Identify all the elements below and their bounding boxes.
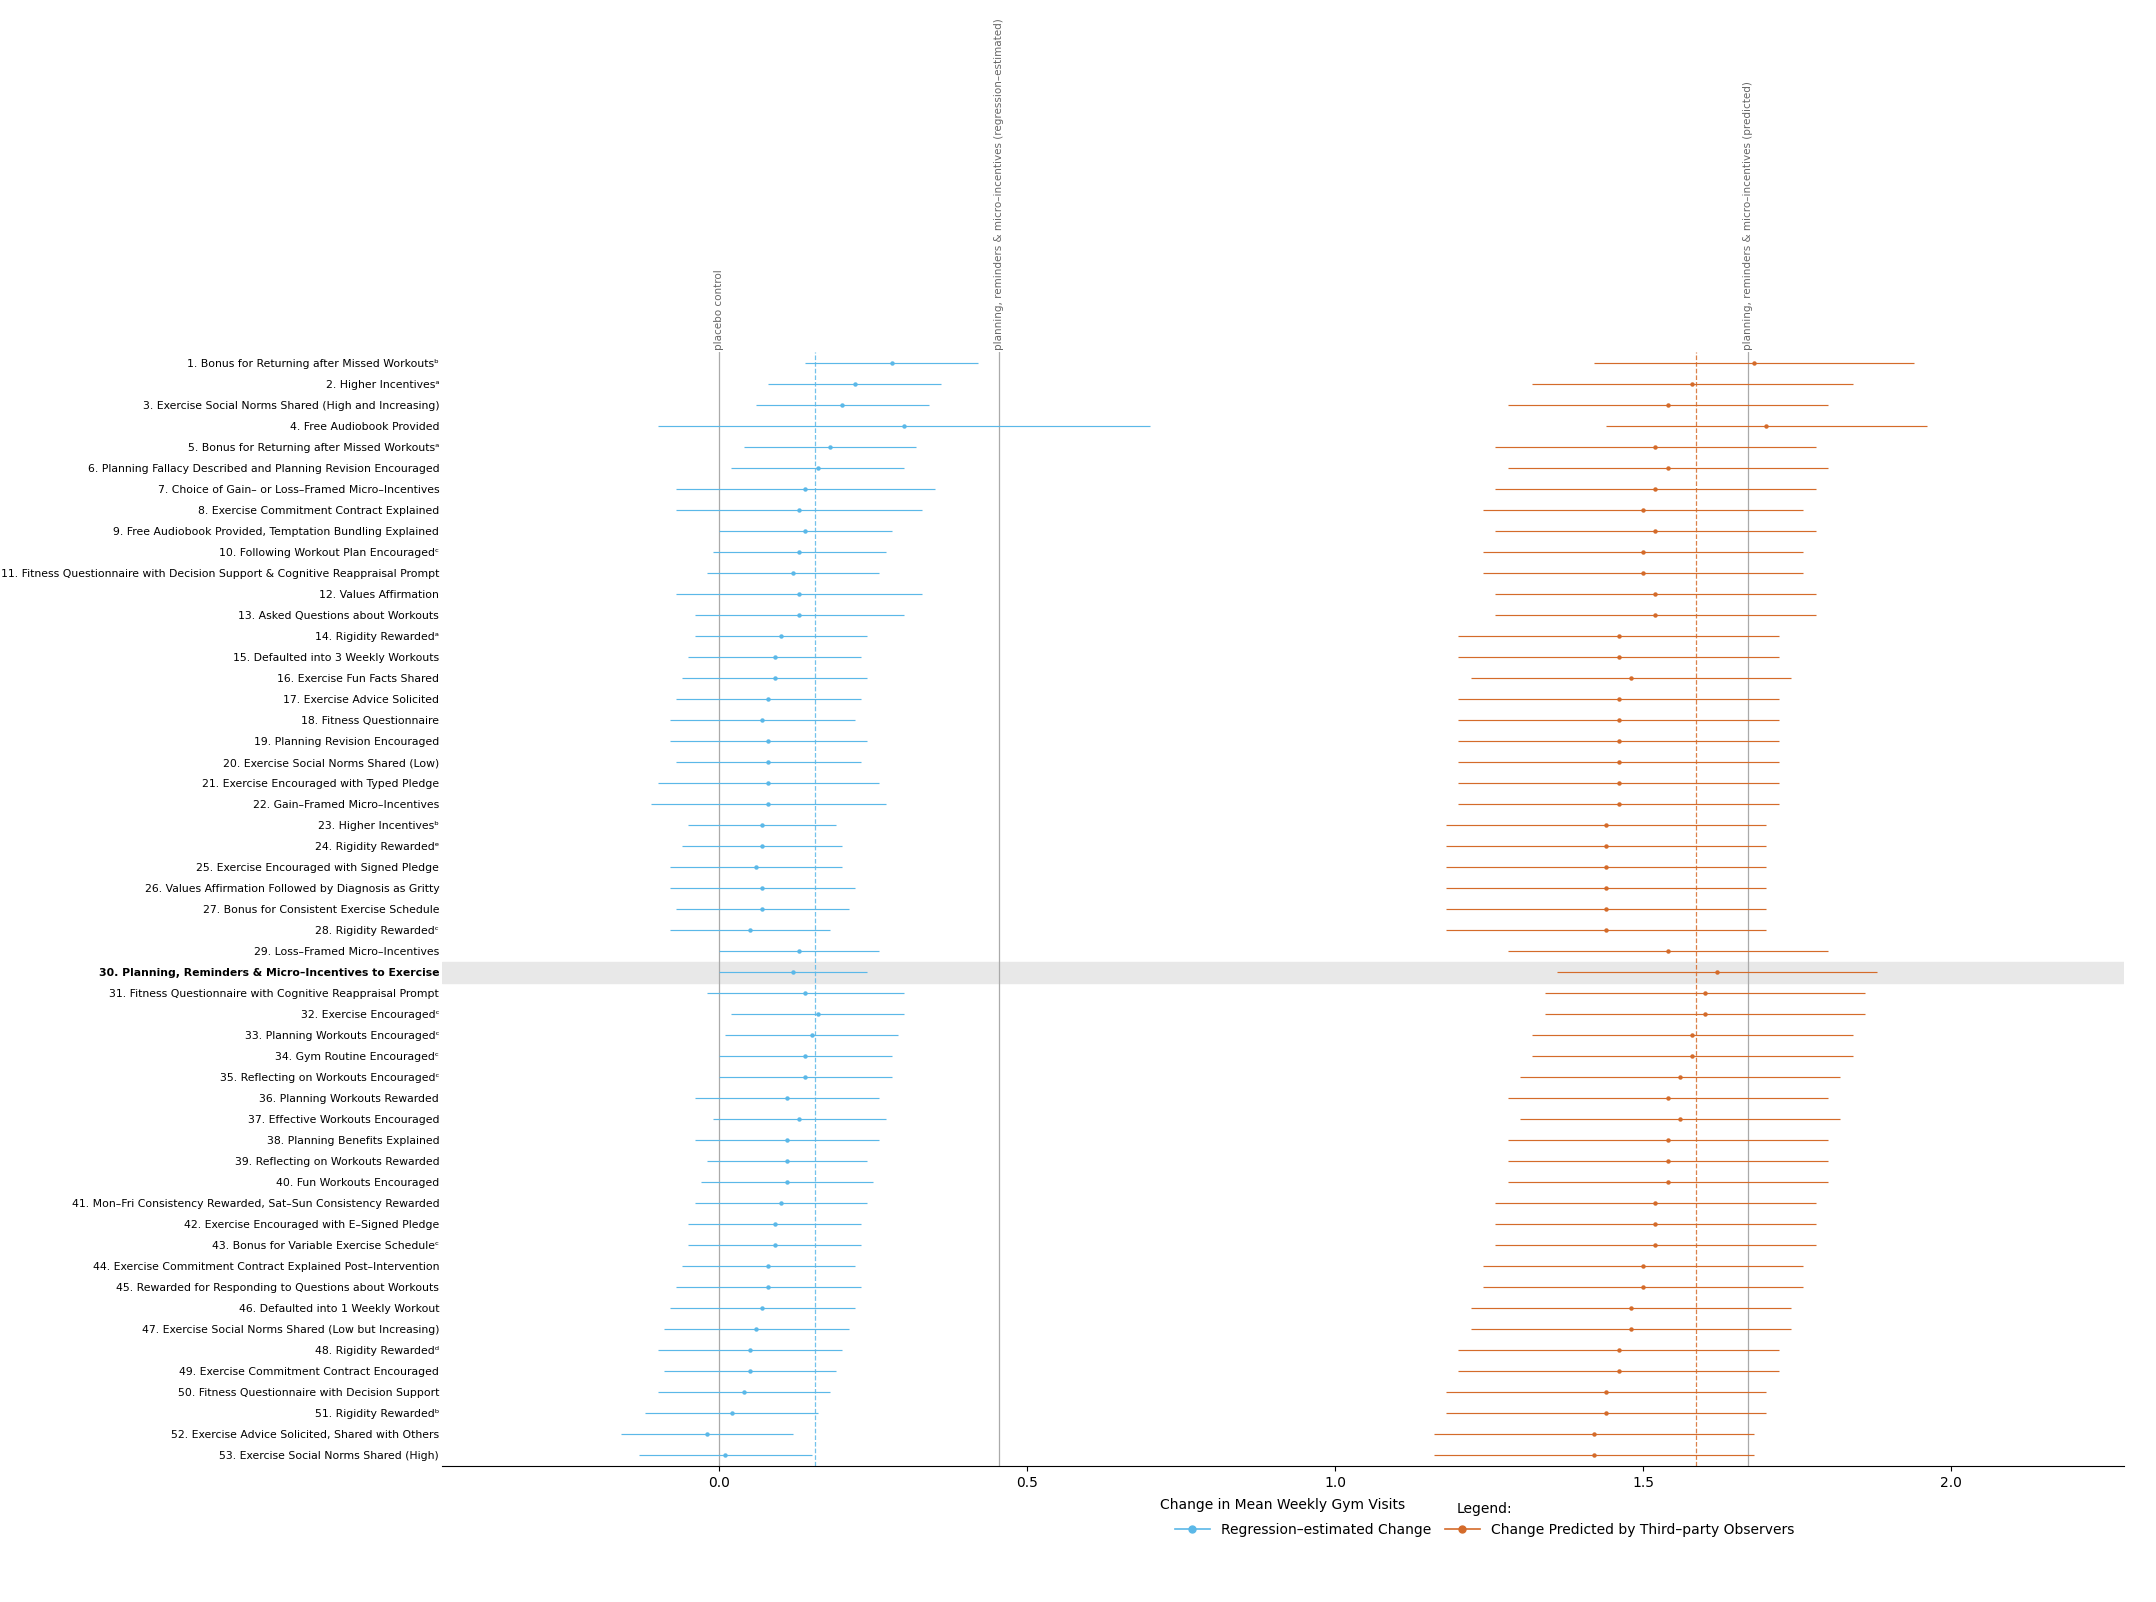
Text: planning, reminders & micro–incentives (predicted): planning, reminders & micro–incentives (…	[1742, 82, 1753, 351]
Text: planning, reminders & micro–incentives (regression–estimated): planning, reminders & micro–incentives (…	[994, 19, 1005, 351]
Text: placebo control: placebo control	[714, 269, 724, 351]
Legend: Regression–estimated Change, Change Predicted by Third–party Observers: Regression–estimated Change, Change Pred…	[1169, 1496, 1800, 1543]
Bar	[442, 961, 2124, 982]
X-axis label: Change in Mean Weekly Gym Visits: Change in Mean Weekly Gym Visits	[1160, 1498, 1406, 1512]
